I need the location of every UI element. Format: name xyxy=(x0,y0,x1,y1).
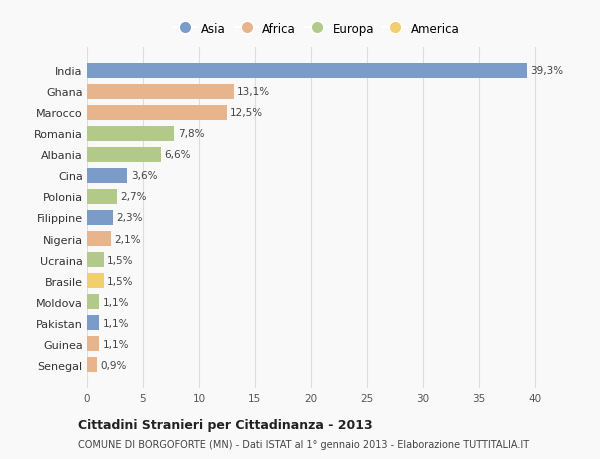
Text: 2,3%: 2,3% xyxy=(116,213,143,223)
Text: 1,1%: 1,1% xyxy=(103,318,129,328)
Bar xyxy=(87,127,175,142)
Bar xyxy=(87,211,113,225)
Bar xyxy=(87,252,104,268)
Bar xyxy=(87,336,100,352)
Bar xyxy=(87,315,100,330)
Text: Cittadini Stranieri per Cittadinanza - 2013: Cittadini Stranieri per Cittadinanza - 2… xyxy=(78,418,373,431)
Text: 2,1%: 2,1% xyxy=(114,234,140,244)
Text: 13,1%: 13,1% xyxy=(237,87,270,97)
Text: 12,5%: 12,5% xyxy=(230,108,263,118)
Text: 1,5%: 1,5% xyxy=(107,255,134,265)
Bar xyxy=(87,231,110,246)
Text: 3,6%: 3,6% xyxy=(131,171,157,181)
Bar xyxy=(87,274,104,289)
Text: 1,1%: 1,1% xyxy=(103,339,129,349)
Bar xyxy=(87,190,117,205)
Bar xyxy=(87,84,233,100)
Text: 39,3%: 39,3% xyxy=(530,66,563,76)
Bar xyxy=(87,168,127,184)
Bar xyxy=(87,294,100,309)
Bar xyxy=(87,147,161,162)
Text: 6,6%: 6,6% xyxy=(164,150,191,160)
Legend: Asia, Africa, Europa, America: Asia, Africa, Europa, America xyxy=(171,20,462,38)
Bar xyxy=(87,106,227,121)
Text: 2,7%: 2,7% xyxy=(121,192,147,202)
Text: 0,9%: 0,9% xyxy=(100,360,127,370)
Bar xyxy=(87,64,527,79)
Bar xyxy=(87,357,97,372)
Text: 1,1%: 1,1% xyxy=(103,297,129,307)
Text: 1,5%: 1,5% xyxy=(107,276,134,286)
Text: COMUNE DI BORGOFORTE (MN) - Dati ISTAT al 1° gennaio 2013 - Elaborazione TUTTITA: COMUNE DI BORGOFORTE (MN) - Dati ISTAT a… xyxy=(78,440,529,449)
Text: 7,8%: 7,8% xyxy=(178,129,204,139)
